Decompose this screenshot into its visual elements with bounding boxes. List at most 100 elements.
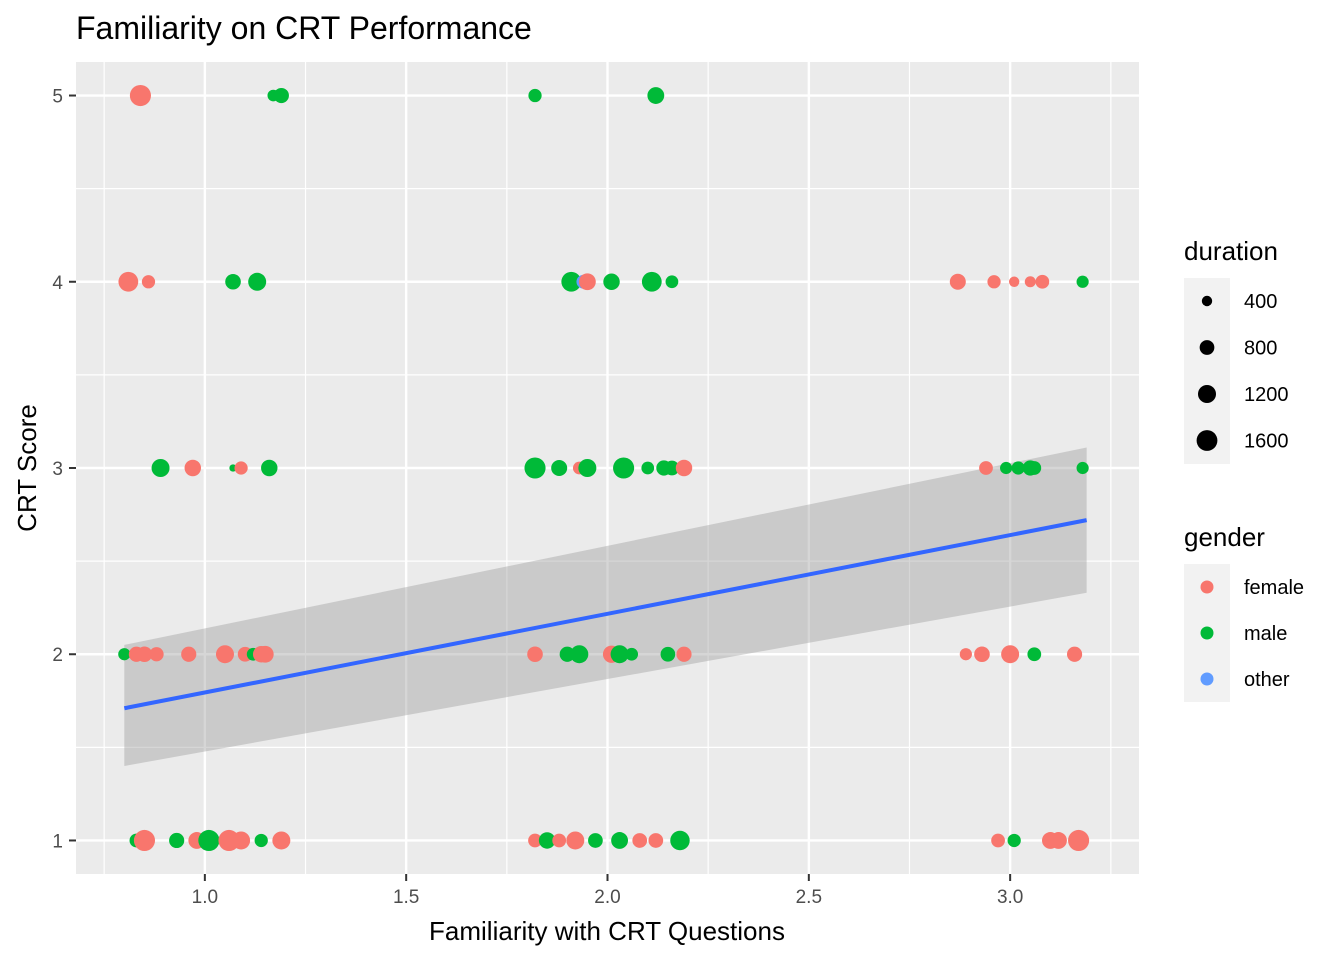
- data-point-female: [272, 831, 291, 850]
- trend-line: [123, 518, 1088, 711]
- legend-gender-entries: female male other: [1200, 577, 1304, 691]
- data-point-male: [613, 457, 635, 479]
- legend-duration-label: 1200: [1244, 384, 1289, 406]
- y-axis-title: CRT Score: [12, 404, 42, 532]
- legend-duration-label: 800: [1244, 338, 1277, 360]
- data-point-male: [254, 833, 268, 848]
- data-point-male: [670, 830, 690, 851]
- legend-duration-label: 400: [1244, 291, 1277, 313]
- data-point-female: [1050, 832, 1067, 849]
- data-point-male: [625, 647, 639, 661]
- data-point-male: [611, 832, 629, 849]
- chart-title: Familiarity on CRT Performance: [76, 10, 532, 46]
- legend-size-key: [1196, 430, 1218, 451]
- data-point-female: [552, 833, 567, 848]
- legend-size-key: [1201, 295, 1213, 307]
- data-point-female: [133, 829, 156, 852]
- y-tick-label: 1: [52, 831, 63, 852]
- legend-gender-label: other: [1244, 669, 1290, 691]
- data-point-male: [151, 458, 170, 478]
- data-point-female: [675, 459, 693, 477]
- x-tick-label: 3.0: [997, 887, 1023, 908]
- x-tick-label: 2.0: [594, 887, 620, 908]
- data-point-female: [949, 273, 966, 290]
- data-point-male: [118, 648, 131, 661]
- data-point-male: [1007, 833, 1021, 848]
- data-point-female: [141, 275, 156, 289]
- data-point-male: [198, 829, 220, 852]
- legend-gender: gender female male other: [1184, 522, 1304, 702]
- y-tick-label: 3: [52, 459, 63, 480]
- data-point-female: [1008, 276, 1020, 287]
- data-point-male: [528, 88, 542, 103]
- legend-gender-label: male: [1244, 623, 1287, 645]
- data-point-male: [524, 457, 546, 479]
- data-point-male: [588, 833, 603, 848]
- data-point-male: [169, 832, 185, 849]
- data-point-male: [603, 273, 620, 290]
- x-tick-label: 1.5: [393, 887, 419, 908]
- x-tick-label: 1.0: [192, 887, 218, 908]
- legend-color-key-female: [1200, 580, 1214, 594]
- data-point-male: [610, 645, 629, 664]
- y-tick-label: 2: [52, 645, 63, 666]
- data-point-female: [181, 646, 197, 662]
- legend-gender-title: gender: [1184, 522, 1265, 552]
- data-point-female: [991, 833, 1005, 848]
- data-point-male: [1000, 461, 1013, 475]
- data-point-male: [665, 275, 679, 289]
- data-point-female: [979, 461, 993, 475]
- data-point-female: [232, 831, 251, 850]
- data-point-male: [664, 460, 680, 476]
- data-point-male: [1027, 647, 1042, 662]
- data-point-female: [129, 84, 151, 107]
- legend-duration: duration 400 800 1200 1600: [1184, 236, 1289, 464]
- data-point-female: [566, 831, 585, 850]
- data-point-female: [184, 459, 201, 477]
- data-point-female: [528, 833, 542, 848]
- data-point-male: [561, 271, 582, 292]
- data-point-male: [538, 832, 556, 849]
- x-axis: 1.0 1.5 2.0 2.5 3.0: [192, 874, 1023, 908]
- data-point-female: [959, 648, 972, 661]
- legend-size-key: [1199, 340, 1215, 355]
- y-tick-label: 4: [52, 273, 63, 294]
- data-point-male: [225, 273, 241, 290]
- data-point-male: [660, 646, 676, 662]
- data-point-female: [648, 833, 664, 848]
- data-point-male: [641, 461, 655, 475]
- data-point-male: [551, 459, 568, 477]
- data-point-female: [1001, 645, 1020, 664]
- data-point-female: [136, 646, 153, 663]
- data-point-female: [676, 646, 692, 662]
- data-point-female: [256, 645, 274, 663]
- data-point-male: [647, 87, 665, 104]
- legend-color-key-male: [1200, 626, 1214, 640]
- legend-color-key-other: [1200, 672, 1214, 686]
- data-point-female: [1024, 276, 1036, 288]
- legend-duration-title: duration: [1184, 236, 1278, 266]
- x-tick-label: 2.5: [796, 887, 822, 908]
- data-point-male: [1027, 461, 1042, 475]
- x-axis-title: Familiarity with CRT Questions: [429, 916, 785, 946]
- legend-duration-entries: 400 800 1200 1600: [1196, 291, 1289, 453]
- data-point-male: [578, 458, 597, 478]
- data-point-male: [1011, 461, 1025, 475]
- data-point-male: [641, 271, 662, 292]
- legend-size-key: [1197, 384, 1217, 404]
- points-layer: [118, 84, 1090, 852]
- data-point-female: [1035, 274, 1050, 289]
- y-axis: 1 2 3 4 5: [52, 87, 76, 852]
- y-tick-label: 5: [52, 87, 63, 108]
- data-point-female: [1068, 829, 1090, 852]
- data-point-female: [632, 833, 648, 848]
- legend-gender-label: female: [1244, 577, 1304, 599]
- data-point-male: [570, 645, 589, 664]
- data-point-female: [578, 273, 596, 291]
- data-point-male: [1076, 461, 1089, 475]
- confidence-band-layer: [124, 447, 1087, 766]
- data-point-male: [1076, 275, 1089, 288]
- data-point-female: [527, 646, 543, 663]
- data-point-female: [149, 647, 164, 662]
